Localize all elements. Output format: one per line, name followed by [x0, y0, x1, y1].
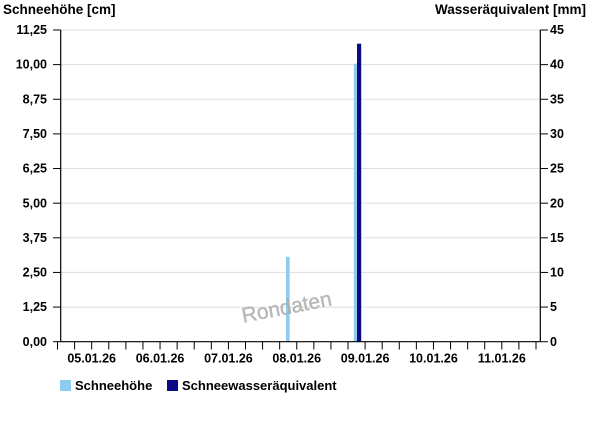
svg-text:11,25: 11,25 — [16, 23, 47, 37]
svg-text:08.01.26: 08.01.26 — [272, 352, 321, 366]
svg-text:Schneewasseräquivalent: Schneewasseräquivalent — [182, 378, 337, 393]
svg-text:10.01.26: 10.01.26 — [409, 352, 458, 366]
svg-text:6,25: 6,25 — [23, 162, 47, 176]
svg-text:07.01.26: 07.01.26 — [204, 352, 253, 366]
svg-text:8,75: 8,75 — [23, 92, 47, 106]
svg-text:1,25: 1,25 — [23, 300, 47, 314]
svg-text:09.01.26: 09.01.26 — [341, 352, 390, 366]
svg-text:25: 25 — [550, 162, 564, 176]
svg-text:10: 10 — [550, 266, 564, 280]
svg-text:7,50: 7,50 — [23, 127, 47, 141]
svg-text:10,00: 10,00 — [16, 58, 47, 72]
svg-text:5,00: 5,00 — [23, 196, 47, 210]
svg-text:35: 35 — [550, 92, 564, 106]
svg-text:40: 40 — [550, 58, 564, 72]
svg-text:0: 0 — [550, 335, 557, 349]
svg-text:3,75: 3,75 — [23, 231, 47, 245]
svg-text:2,50: 2,50 — [23, 266, 47, 280]
svg-text:0,00: 0,00 — [23, 335, 47, 349]
svg-text:05.01.26: 05.01.26 — [67, 352, 116, 366]
svg-text:Schneehöhe: Schneehöhe — [75, 378, 152, 393]
svg-text:30: 30 — [550, 127, 564, 141]
svg-text:20: 20 — [550, 196, 564, 210]
svg-text:06.01.26: 06.01.26 — [136, 352, 185, 366]
svg-text:15: 15 — [550, 231, 564, 245]
svg-text:11.01.26: 11.01.26 — [478, 352, 526, 366]
svg-text:5: 5 — [550, 300, 557, 314]
svg-text:45: 45 — [550, 23, 564, 37]
